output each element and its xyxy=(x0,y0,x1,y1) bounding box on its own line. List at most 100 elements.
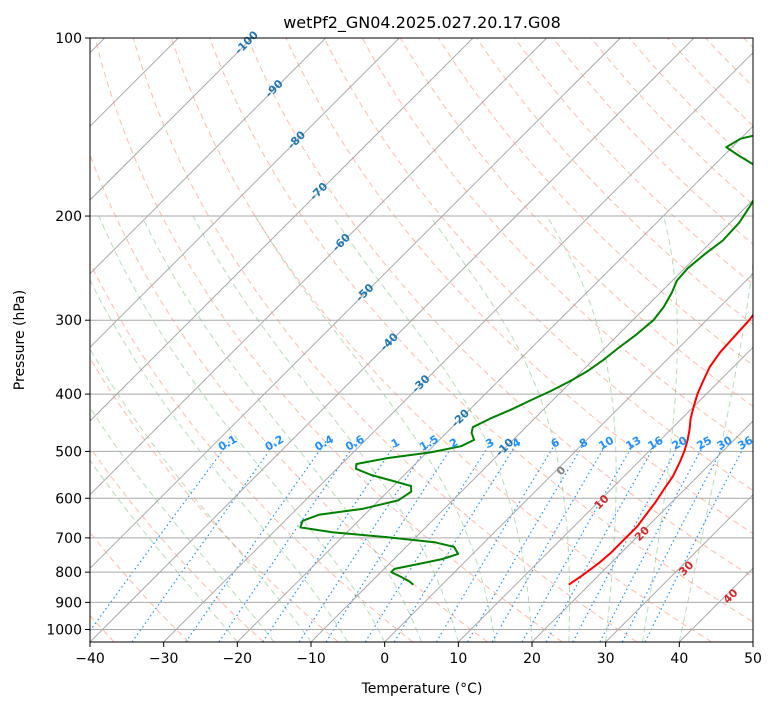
x-axis-label: Temperature (°C) xyxy=(361,681,483,697)
y-axis: 100 200 300 400 500 600 700 800 900 1000 xyxy=(46,31,90,638)
dry-adiabat xyxy=(437,38,753,366)
x-axis: −40 −30 −20 −10 0 10 20 30 40 50 xyxy=(75,642,762,667)
dewpoint-line xyxy=(299,134,753,586)
dry-adiabat xyxy=(743,38,753,49)
mixing-ratio-label: 0.1 xyxy=(216,433,239,454)
mixing-ratio-line xyxy=(521,440,636,642)
y-tick-label: 800 xyxy=(55,565,82,581)
x-tick-label: 30 xyxy=(597,651,615,667)
temperature-line xyxy=(568,313,753,586)
mixing-ratio-line xyxy=(466,440,587,642)
mixing-ratio-line xyxy=(621,440,727,642)
isotherm xyxy=(678,567,753,642)
profile-lines xyxy=(299,134,753,586)
y-tick-label: 500 xyxy=(55,444,82,460)
mixing-ratio-line xyxy=(298,440,432,642)
isotherm xyxy=(310,199,753,642)
plot-frame xyxy=(89,37,754,643)
isotherm xyxy=(90,38,548,496)
background-lines xyxy=(90,38,753,642)
mixing-ratio-line xyxy=(90,440,231,632)
dry-adiabat xyxy=(90,261,414,642)
y-tick-label: 900 xyxy=(55,595,82,611)
mixing-ratio-label: 30 xyxy=(715,434,735,453)
mixing-ratio-label: 13 xyxy=(624,434,644,453)
mixing-ratio-line xyxy=(393,440,519,642)
isotherm xyxy=(90,38,695,642)
dry-adiabat xyxy=(90,531,190,642)
moist-adiabat xyxy=(678,259,753,642)
moist-adiabat xyxy=(90,459,238,642)
mixing-ratio-line xyxy=(131,440,278,642)
moist-adiabat xyxy=(192,215,459,642)
mixing-ratio-label: 10 xyxy=(596,434,616,453)
dry-adiabat xyxy=(667,38,753,127)
mixing-ratio-line xyxy=(572,440,682,642)
dry-adiabat xyxy=(170,38,712,642)
mixing-ratio-label: 25 xyxy=(694,434,714,453)
mixing-ratio-line xyxy=(435,440,558,642)
y-tick-label: 100 xyxy=(55,31,82,47)
dry-adiabat xyxy=(514,38,753,285)
x-tick-label: 50 xyxy=(744,651,762,667)
dry-adiabat xyxy=(552,38,753,245)
dry-adiabat xyxy=(94,38,563,642)
dry-adiabat xyxy=(285,38,753,535)
dry-adiabat xyxy=(209,38,753,623)
moist-adiabat xyxy=(546,215,617,642)
mixing-ratio-label: 0.4 xyxy=(313,432,337,453)
y-tick-label: 700 xyxy=(55,531,82,547)
x-tick-label: −30 xyxy=(149,651,179,667)
isotherm xyxy=(457,346,753,642)
isotherm xyxy=(752,641,753,642)
moist-adiabat-label: 30 xyxy=(676,558,696,578)
moist-adiabat xyxy=(90,347,312,642)
mixing-ratio-label: 1 xyxy=(389,436,402,451)
moist-adiabat xyxy=(332,215,533,642)
isotherm xyxy=(90,38,400,349)
dry-adiabat xyxy=(132,38,638,642)
mixing-ratio-label: 16 xyxy=(646,434,666,453)
moist-adiabat xyxy=(642,215,678,642)
y-axis-label: Pressure (hPa) xyxy=(12,290,28,390)
y-tick-label: 1000 xyxy=(46,622,82,638)
mixing-ratio-label: 0.2 xyxy=(263,433,286,454)
isotherm xyxy=(90,38,474,422)
mixing-ratio-label: 20 xyxy=(670,434,690,453)
x-tick-label: 0 xyxy=(380,651,389,667)
dry-adiabat xyxy=(247,38,753,578)
mixing-ratio-line xyxy=(364,440,493,642)
isotherm-label: -100 xyxy=(232,28,261,57)
dry-adiabat xyxy=(323,38,753,492)
mixing-ratio-line xyxy=(325,440,457,642)
isotherm xyxy=(90,38,621,570)
x-tick-label: −40 xyxy=(75,651,105,667)
moist-adiabat xyxy=(90,279,349,642)
isotherm xyxy=(531,420,753,642)
x-tick-label: −20 xyxy=(223,651,253,667)
moist-adiabat-label: 10 xyxy=(592,492,612,512)
line-labels: -100-90-80-70-60-50-40-30-20-100.1 0.2 0.4… xyxy=(216,28,756,606)
chart-title: wetPf2_GN04.2025.027.20.17.G08 xyxy=(283,13,561,33)
isotherm xyxy=(90,38,253,201)
moist-adiabat-label: 20 xyxy=(632,524,652,544)
mixing-ratio-line xyxy=(644,440,748,642)
x-tick-label: 10 xyxy=(449,651,467,667)
isotherm xyxy=(384,272,753,642)
moist-adiabat xyxy=(141,215,422,642)
x-tick-label: 20 xyxy=(523,651,541,667)
mixing-ratio-line xyxy=(218,440,358,642)
y-tick-label: 200 xyxy=(55,209,82,225)
x-tick-label: −10 xyxy=(296,651,326,667)
mixing-ratio-line xyxy=(599,440,707,642)
mixing-ratio-label: 0.6 xyxy=(343,432,367,453)
mixing-ratio-line xyxy=(491,440,609,642)
moist-adiabat xyxy=(429,215,570,642)
moist-adiabat xyxy=(90,406,275,642)
x-tick-label: 40 xyxy=(670,651,688,667)
isotherm-label: -60 xyxy=(330,231,353,254)
y-tick-label: 600 xyxy=(55,491,82,507)
y-tick-label: 300 xyxy=(55,313,82,329)
dry-adiabat xyxy=(476,38,753,326)
